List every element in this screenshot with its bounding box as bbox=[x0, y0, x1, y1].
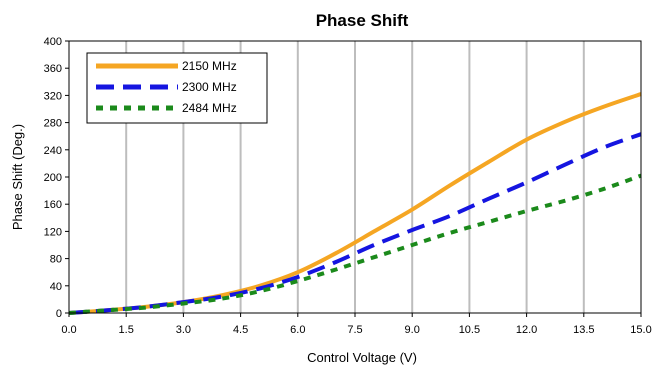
legend-label-0: 2150 MHz bbox=[182, 59, 237, 73]
x-tick-label: 1.5 bbox=[119, 324, 134, 336]
axis-layer: 0.0 1.5 3.0 4.5 6.0 7.5 9.0 10.5 12.0 13.5 15.0 0 40… bbox=[44, 36, 652, 336]
y-tick-label: 360 bbox=[44, 63, 62, 75]
series-layer bbox=[68, 92, 642, 315]
series-line-2 bbox=[68, 173, 642, 315]
series-line-1 bbox=[68, 132, 642, 315]
y-tick-label: 40 bbox=[50, 281, 62, 293]
y-tick-label: 320 bbox=[44, 90, 62, 102]
x-tick-label: 7.5 bbox=[347, 324, 362, 336]
x-tick-label: 4.5 bbox=[233, 324, 248, 336]
y-tick-label: 160 bbox=[44, 199, 62, 211]
y-tick-label: 280 bbox=[44, 118, 62, 130]
chart-title: Phase Shift bbox=[316, 11, 409, 30]
x-tick-label: 0.0 bbox=[61, 324, 76, 336]
x-tick-label: 15.0 bbox=[630, 324, 651, 336]
y-tick-label: 240 bbox=[44, 145, 62, 157]
legend-label-2: 2484 MHz bbox=[182, 101, 237, 115]
x-tick-label: 10.5 bbox=[459, 324, 480, 336]
x-tick-label: 12.0 bbox=[516, 324, 537, 336]
x-tick-label: 3.0 bbox=[176, 324, 191, 336]
legend-label-1: 2300 MHz bbox=[182, 80, 237, 94]
y-tick-label: 400 bbox=[44, 36, 62, 48]
legend: 2150 MHz 2300 MHz 2484 MHz bbox=[86, 52, 268, 124]
y-tick-label: 200 bbox=[44, 172, 62, 184]
y-tick-label: 0 bbox=[56, 308, 62, 320]
y-tick-label: 80 bbox=[50, 254, 62, 266]
x-tick-label: 9.0 bbox=[405, 324, 420, 336]
y-tick-label: 120 bbox=[44, 226, 62, 238]
x-tick-label: 6.0 bbox=[290, 324, 305, 336]
x-axis-title: Control Voltage (V) bbox=[307, 350, 417, 365]
y-axis-title: Phase Shift (Deg.) bbox=[10, 124, 25, 230]
x-tick-label: 13.5 bbox=[573, 324, 594, 336]
